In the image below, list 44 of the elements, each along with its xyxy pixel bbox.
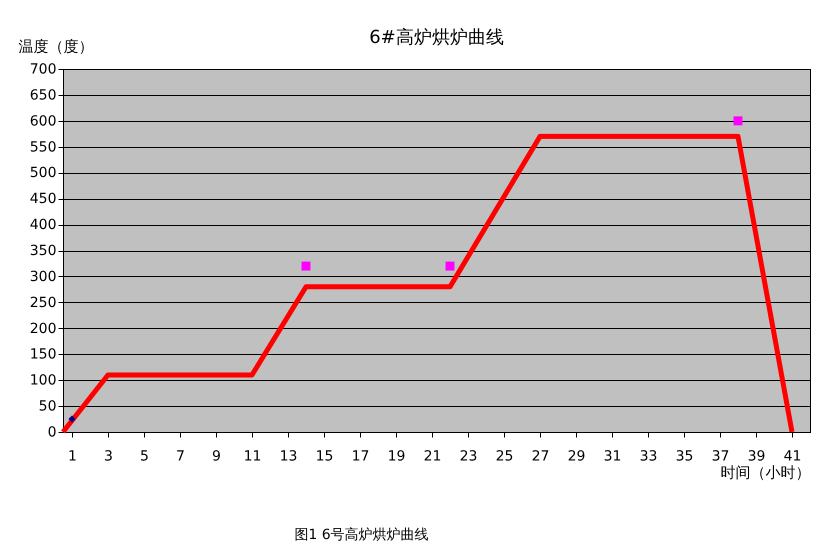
y-tick-label: 450 (30, 191, 56, 208)
y-tick-label: 200 (30, 320, 56, 337)
x-tick-label: 13 (280, 448, 298, 464)
x-tick-label: 31 (604, 448, 622, 464)
y-tick-label: 350 (30, 243, 56, 259)
y-tick-label: 50 (38, 398, 56, 415)
x-tick-label: 41 (784, 448, 802, 464)
caption: 图1 6号高炉烘炉曲线 (294, 527, 429, 543)
x-tick-label: 17 (352, 448, 370, 464)
y-tick-label: 300 (30, 268, 56, 285)
x-tick-label: 29 (568, 448, 586, 464)
y-tick-label: 500 (30, 165, 56, 182)
y-tick-label: 100 (30, 372, 56, 389)
x-tick-label: 3 (104, 448, 113, 464)
x-tick-label: 7 (176, 448, 185, 464)
x-tick-label: 21 (424, 448, 442, 464)
x-tick-label: 37 (712, 448, 730, 464)
x-tick-label: 33 (640, 448, 658, 464)
point (446, 262, 454, 271)
y-tick-label: 550 (30, 139, 56, 156)
x-tick-label: 5 (140, 448, 149, 464)
point (302, 262, 310, 271)
y-tick-label: 400 (30, 217, 56, 234)
x-tick-label: 19 (388, 448, 406, 464)
x-tick-label: 11 (244, 448, 262, 464)
x-tick-label: 25 (496, 448, 514, 464)
y-tick-label: 600 (30, 113, 56, 130)
x-axis-title: 时间（小时） (720, 464, 810, 482)
x-tick-label: 35 (676, 448, 694, 464)
x-tick-label: 23 (460, 448, 478, 464)
chart-title: 6#高炉烘炉曲线 (369, 27, 504, 48)
x-tick-label: 1 (68, 448, 77, 464)
x-tick-label: 15 (316, 448, 334, 464)
x-tick-label: 39 (748, 448, 766, 464)
point (734, 116, 742, 126)
y-tick-label: 0 (48, 424, 56, 440)
x-tick-label: 27 (532, 448, 550, 464)
y-axis-title: 温度（度） (18, 38, 94, 56)
x-tick-label: 9 (212, 448, 221, 464)
y-tick-label: 250 (30, 294, 56, 311)
y-tick-label: 650 (30, 87, 56, 104)
y-tick-label: 700 (30, 62, 56, 78)
point (68, 416, 76, 423)
y-tick-label: 150 (30, 346, 56, 363)
